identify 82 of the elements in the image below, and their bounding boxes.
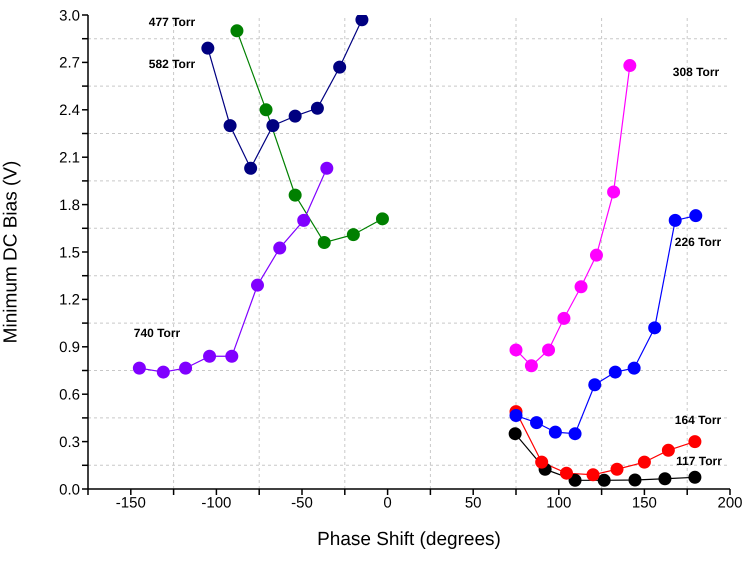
point	[318, 236, 331, 250]
x-tick-label: 150	[632, 494, 657, 512]
point	[273, 242, 286, 255]
point	[230, 24, 244, 38]
point	[535, 456, 548, 469]
point	[590, 248, 603, 262]
x-axis-title: Phase Shift (degrees)	[317, 529, 501, 550]
point	[574, 280, 588, 294]
point	[530, 416, 544, 430]
point	[510, 409, 522, 422]
point	[508, 427, 522, 440]
annotation: 308 Torr	[672, 65, 720, 79]
series-label: 740 Torr	[134, 326, 181, 340]
point	[638, 456, 651, 469]
point	[288, 188, 302, 202]
point	[688, 470, 702, 484]
y-tick-label: 2.1	[59, 150, 80, 167]
y-tick-label: 0.6	[59, 386, 80, 404]
point	[623, 59, 636, 72]
y-tick-label: 2.4	[59, 102, 80, 120]
point	[628, 362, 641, 375]
point	[310, 102, 324, 115]
point	[668, 214, 682, 227]
point	[588, 378, 602, 392]
point	[203, 350, 216, 363]
point	[244, 162, 258, 175]
point	[297, 214, 310, 227]
point	[598, 474, 611, 487]
x-tick-label: 0	[383, 494, 392, 512]
point	[355, 15, 368, 26]
x-tick-label: -150	[116, 494, 146, 512]
point	[548, 426, 562, 439]
point	[586, 468, 600, 482]
point	[542, 343, 556, 356]
point	[689, 209, 702, 222]
point	[560, 466, 574, 480]
point	[628, 473, 642, 486]
y-tick-label: 0.9	[59, 339, 80, 356]
point	[524, 359, 538, 372]
point	[610, 462, 624, 476]
point	[662, 444, 675, 457]
point	[346, 228, 360, 242]
point	[201, 42, 214, 55]
point	[288, 110, 302, 123]
x-tick-label: -100	[201, 494, 232, 512]
point	[156, 366, 170, 379]
text: 0.0	[59, 481, 80, 498]
x-tick-label: 50	[464, 494, 482, 512]
series-label: 226 Torr	[674, 235, 722, 249]
point	[132, 362, 146, 375]
x-tick-label: -50	[291, 494, 313, 512]
point	[179, 362, 192, 375]
y-tick-label: 1.8	[59, 196, 80, 214]
point	[568, 427, 582, 440]
series-label: 117 Torr	[676, 454, 722, 468]
series-label: 582 Torr	[148, 57, 196, 71]
point	[376, 212, 389, 226]
point	[225, 350, 238, 363]
point	[568, 474, 582, 487]
annotation: 477 Torr	[148, 15, 196, 29]
x-tick-label: 100	[546, 494, 572, 512]
point	[608, 366, 622, 379]
point	[224, 119, 237, 132]
point	[333, 60, 346, 74]
point	[510, 343, 522, 356]
y-tick-label: 0.3	[59, 434, 80, 451]
point	[250, 278, 264, 292]
point	[648, 321, 662, 334]
y-axis-title: Minimum DC Bias (V)	[0, 160, 22, 344]
point	[658, 472, 672, 486]
series-label: 164 Torr	[674, 413, 722, 427]
y-tick-label: 3.0	[59, 7, 80, 24]
point	[260, 103, 273, 116]
point	[607, 185, 620, 198]
point	[266, 119, 280, 132]
y-tick-label: 1.2	[59, 292, 80, 309]
point	[557, 312, 570, 325]
y-tick-label: 1.5	[59, 244, 80, 262]
x-tick-label: 200	[717, 494, 743, 512]
y-tick-label: 2.7	[59, 54, 80, 72]
point	[320, 162, 334, 175]
point	[688, 435, 702, 448]
